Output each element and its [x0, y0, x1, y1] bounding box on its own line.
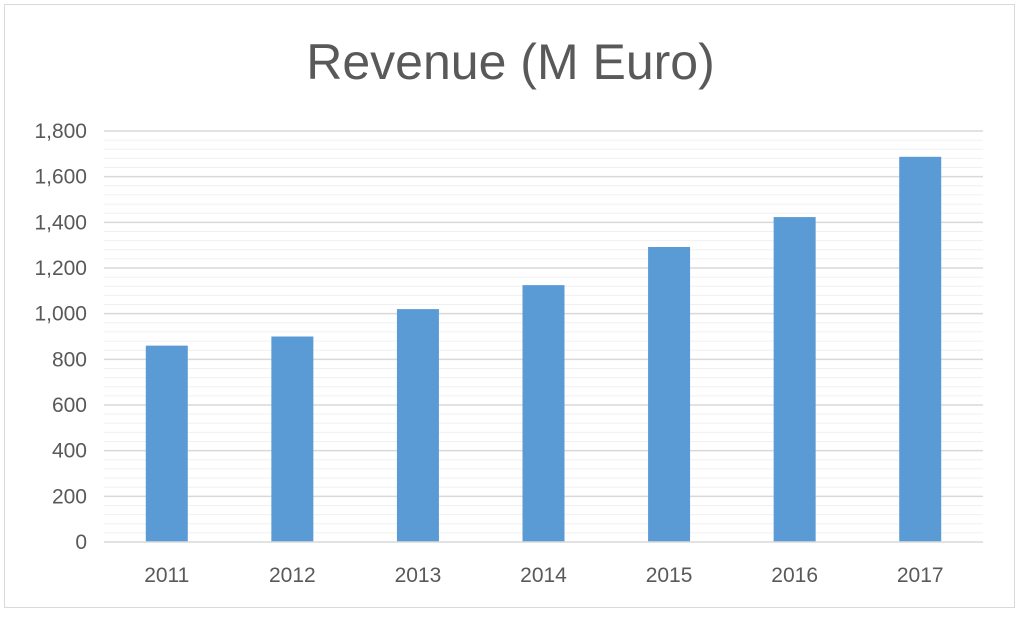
y-tick-label: 1,000	[34, 303, 87, 326]
bar-2016	[773, 217, 816, 542]
y-tick-label: 200	[52, 485, 87, 508]
bar-2015	[648, 246, 691, 542]
chart-title: Revenue (M Euro)	[306, 34, 715, 90]
x-tick-label: 2015	[646, 564, 693, 587]
y-tick-label: 0	[75, 531, 87, 554]
x-tick-label: 2013	[395, 564, 442, 587]
x-tick-label: 2016	[771, 564, 818, 587]
y-tick-label: 1,800	[34, 120, 87, 143]
y-axis-labels: 0 200 400 600 800 1,000 1,200 1,400 1,600 1,800	[34, 120, 87, 554]
y-tick-label: 600	[52, 394, 87, 417]
y-tick-label: 400	[52, 440, 87, 463]
bar-2012	[271, 336, 314, 542]
bar-2013	[396, 309, 439, 542]
x-tick-label: 2012	[269, 564, 316, 587]
bar-2017	[899, 156, 942, 542]
x-tick-label: 2017	[897, 564, 944, 587]
y-tick-label: 1,600	[34, 166, 87, 189]
bar-2014	[522, 285, 565, 542]
bar-series	[145, 156, 942, 542]
x-tick-label: 2011	[144, 564, 189, 587]
y-tick-label: 1,200	[34, 257, 87, 280]
x-tick-label: 2014	[520, 564, 567, 587]
y-tick-label: 1,400	[34, 211, 87, 234]
y-tick-label: 800	[52, 348, 87, 371]
bar-2011	[145, 345, 188, 542]
x-axis-labels: 2011 2012 2013 2014 2015 2016 2017	[144, 564, 943, 587]
